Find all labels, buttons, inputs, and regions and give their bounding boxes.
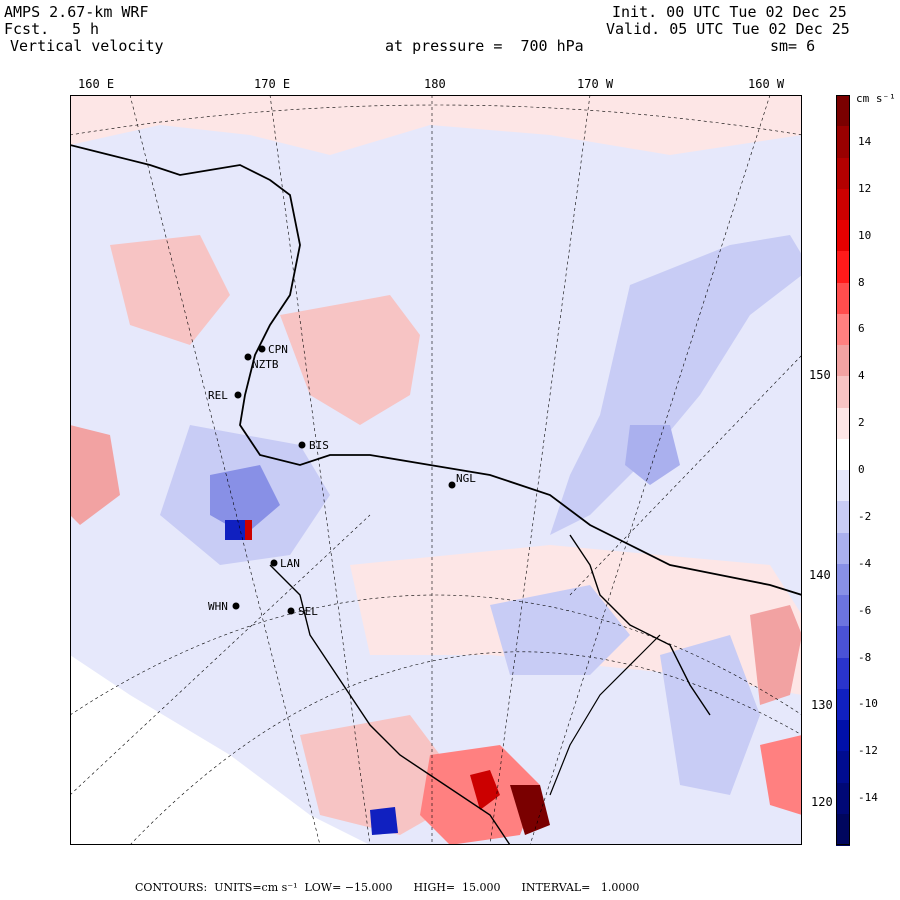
init-time: Init. 00 UTC Tue 02 Dec 25: [612, 3, 847, 21]
colorbar-swatch: [836, 220, 850, 252]
colorbar-tick-label: -14: [858, 791, 878, 805]
station-label: LAN: [280, 557, 300, 570]
positive-zone: [750, 605, 802, 705]
station-label: NGL: [456, 472, 476, 485]
strong-downdraft-cell: [370, 807, 398, 835]
colorbar-tick-label: -6: [858, 603, 872, 617]
lon-label-160e: 160 E: [78, 77, 115, 91]
map-frame: [70, 95, 802, 845]
strong-updraft-cell: [510, 785, 550, 835]
no-data-region: [70, 655, 370, 845]
strong-updraft-cell: [470, 770, 500, 810]
station-label: BIS: [309, 439, 329, 452]
colorbar-swatch: [836, 657, 850, 690]
colorbar-tick-label: 2: [858, 416, 865, 430]
station-ngl: NGL: [448, 472, 476, 489]
forecast-label: Fcst.: [4, 20, 50, 38]
colorbar-tick-label: -8: [858, 650, 872, 664]
station-whn: WHN: [208, 600, 240, 613]
colorbar-swatch: [836, 157, 850, 190]
lon-label-170e: 170 E: [254, 77, 291, 91]
coastline: [269, 564, 511, 845]
colorbar-swatch: [836, 688, 850, 721]
colorbar-tick-label: -10: [858, 697, 878, 711]
colorbar-swatch: [836, 532, 850, 565]
lon-label-160w: 160 W: [748, 77, 785, 91]
coastline: [70, 144, 802, 596]
model-title: AMPS 2.67-km WRF: [4, 3, 149, 21]
station-sel: SEL: [287, 605, 318, 618]
colorbar: [836, 95, 850, 846]
negative-zone: [625, 425, 680, 485]
colorbar-tick-label: -4: [858, 556, 872, 570]
colorbar-tick-label: 14: [858, 134, 872, 148]
station-lan: LAN: [270, 557, 300, 570]
strong-downdraft-cell: [225, 520, 245, 540]
colorbar-swatch: [836, 376, 850, 408]
field-name: Vertical velocity: [10, 37, 164, 55]
station-label: WHN: [208, 600, 228, 613]
colorbar-swatch: [836, 563, 850, 596]
station-nztb: NZTB: [244, 353, 279, 371]
station-label: CPN: [268, 343, 288, 356]
colorbar-tick-label: 10: [858, 228, 872, 242]
colorbar-swatch: [836, 813, 850, 846]
colorbar-swatch: [836, 438, 850, 471]
station-label: SEL: [298, 605, 318, 618]
colorbar-tick-label: 8: [858, 275, 865, 289]
colorbar-swatch: [836, 407, 850, 440]
contour-info: CONTOURS: UNITS=cm s⁻¹ LOW= −15.000 HIGH…: [135, 881, 640, 894]
strong-updraft-cell: [760, 735, 802, 815]
colorbar-swatch: [836, 188, 850, 221]
pressure-level: at pressure = 700 hPa: [385, 37, 584, 55]
negative-zone: [490, 585, 630, 675]
negative-zone: [210, 465, 280, 535]
positive-zone: [110, 235, 230, 345]
colorbar-tick-label: 4: [858, 369, 865, 383]
colorbar-swatch: [836, 782, 850, 815]
coastline: [549, 634, 661, 796]
positive-zone: [70, 425, 120, 525]
lon-label-170w: 170 W: [577, 77, 614, 91]
colorbar-swatch: [836, 501, 850, 533]
colorbar-swatch: [836, 626, 850, 658]
smoothing-label: sm= 6: [770, 37, 816, 55]
positive-zone: [70, 95, 802, 155]
negative-zone: [550, 235, 802, 535]
lon-label-180: 180: [424, 77, 446, 91]
positive-zone: [280, 295, 420, 425]
colorbar-units: cm s⁻¹: [856, 92, 896, 105]
colorbar-tick-label: 0: [858, 463, 865, 476]
station-bis: BIS: [298, 439, 329, 452]
coastline: [569, 534, 711, 716]
colorbar-tick-label: -12: [858, 744, 878, 758]
strong-updraft-cell: [245, 520, 252, 540]
colorbar-tick-label: 6: [858, 322, 865, 336]
colorbar-tick-label: 12: [858, 181, 872, 195]
colorbar-swatch: [836, 95, 850, 127]
valid-time: Valid. 05 UTC Tue 02 Dec 25: [606, 20, 850, 38]
forecast-value: 5 h: [72, 20, 100, 38]
station-cpn: CPN: [258, 343, 288, 356]
graticule: [70, 95, 802, 845]
colorbar-swatch: [836, 720, 850, 752]
station-label: REL: [208, 389, 228, 402]
colorbar-swatch: [836, 595, 850, 627]
colorbar-tick-label: -2: [858, 509, 872, 523]
colorbar-swatch: [836, 282, 850, 315]
colorbar-swatch: [836, 470, 850, 502]
colorbar-swatch: [836, 313, 850, 346]
station-label: NZTB: [252, 358, 279, 371]
colorbar-swatch: [836, 751, 850, 783]
colorbar-swatch: [836, 251, 850, 283]
colorbar-swatch: [836, 345, 850, 377]
vertical-velocity-map: CPN NZTB REL BIS NGL LAN WHN SEL: [70, 95, 802, 845]
colorbar-swatch: [836, 126, 850, 158]
station-rel: REL: [208, 389, 242, 402]
